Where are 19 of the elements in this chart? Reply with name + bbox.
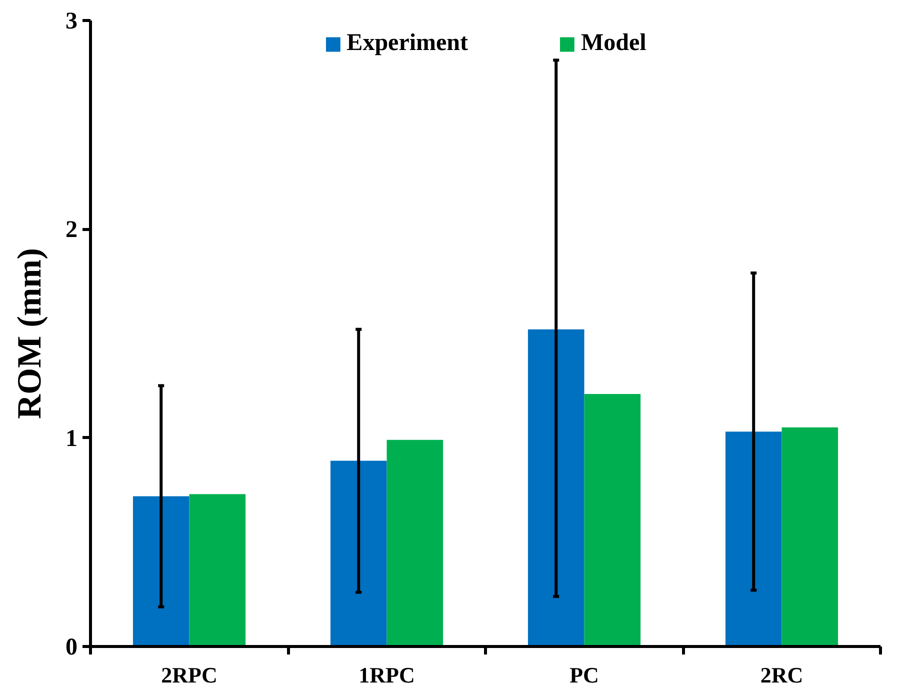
legend-label: Model [580,30,646,57]
bar [189,494,246,646]
y-tick-label: 0 [66,634,78,660]
x-tick-label: 1RPC [358,662,415,688]
bar [330,460,387,646]
bar [132,496,190,646]
y-axis-title: ROM (mm) [12,248,48,419]
bar [782,427,838,646]
y-tick-label: 2 [66,217,78,244]
x-tick-label: 2RPC [161,662,218,688]
bar [584,394,641,646]
y-tick-label: 1 [66,426,78,452]
legend-label: Experiment [346,30,468,57]
bar [725,432,782,646]
bar [386,440,444,646]
y-tick-label: 3 [66,8,78,34]
x-tick-label: 2RC [760,662,804,688]
x-tick-label: PC [570,662,599,688]
bar [528,329,584,646]
